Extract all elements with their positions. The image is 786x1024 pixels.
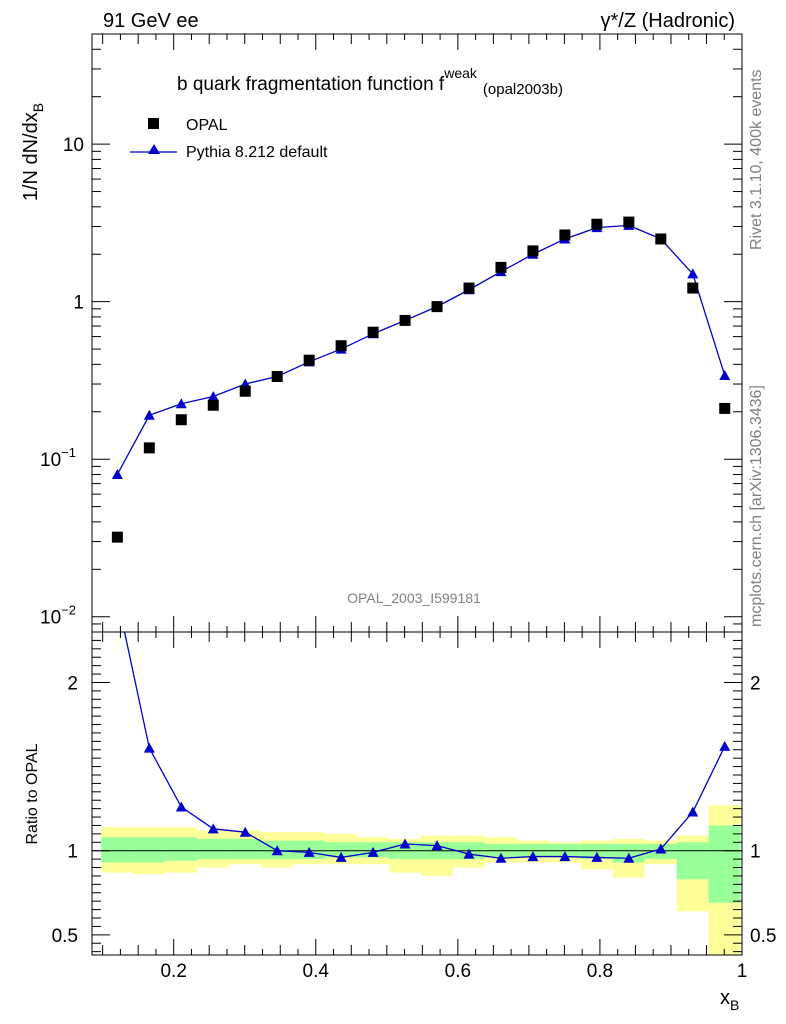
opal-point-13 [527, 245, 539, 257]
opal-point-4 [239, 385, 251, 397]
side-label-mcplots: mcplots.cern.ch [arXiv:1306.3436] [748, 385, 765, 627]
band-inner-1 [133, 837, 166, 863]
header-left: 91 GeV ee [103, 10, 199, 32]
opal-point-14 [559, 229, 571, 241]
pythia-point-0 [111, 468, 123, 479]
band-inner-2 [165, 837, 198, 861]
opal-point-6 [303, 354, 315, 366]
opal-point-18 [687, 282, 699, 294]
y-tick-label-ratio-1: 1 [67, 842, 78, 863]
band-inner-19 [708, 825, 741, 903]
ratio-point-15 [591, 851, 603, 862]
band-inner-15 [580, 843, 613, 860]
y-tick-label-ratio-0: 0.5 [52, 926, 78, 947]
band-inner-18 [676, 842, 709, 880]
ratio-point-19 [719, 740, 731, 751]
opal-point-17 [655, 233, 667, 245]
band-inner-4 [229, 838, 262, 860]
legend-opal-label: OPAL [186, 117, 228, 134]
ratio-point-17 [655, 843, 667, 854]
ratio-point-7 [335, 851, 347, 862]
main-series [111, 216, 731, 543]
y-tick-label-main-0: 10−2 [40, 603, 76, 629]
header-right: γ*/Z (Hadronic) [601, 10, 735, 32]
ratio-uncertainty-bands [101, 805, 741, 955]
x-tick-label: 0.4 [303, 961, 330, 982]
pythia-point-1 [143, 409, 155, 420]
band-inner-3 [197, 838, 230, 860]
opal-point-10 [431, 301, 443, 313]
opal-point-0 [111, 531, 123, 543]
main-ylabel: 1/N dN/dxB [20, 103, 46, 201]
opal-point-12 [495, 261, 507, 273]
x-tick-label: 0.8 [587, 961, 613, 982]
ratio-point-13 [527, 851, 539, 862]
ratio-point-1 [143, 742, 155, 753]
opal-point-9 [399, 314, 411, 326]
band-inner-0 [101, 837, 134, 863]
opal-point-11 [463, 282, 475, 294]
legend-opal-marker [148, 118, 159, 129]
opal-point-2 [175, 414, 187, 426]
ratio-point-3 [207, 823, 219, 834]
pythia-point-18 [687, 268, 699, 279]
y-tick-label-main-3: 10 [63, 135, 84, 156]
ratio-point-9 [399, 838, 411, 849]
main-title: b quark fragmentation function fweak(opa… [177, 65, 563, 98]
ratio-series [112, 593, 731, 863]
ratio-point-10 [431, 840, 443, 851]
ratio-point-6 [303, 846, 315, 857]
opal-point-7 [335, 340, 347, 352]
opal-point-19 [719, 402, 731, 414]
opal-point-8 [367, 326, 379, 338]
ratio-plot-frame [91, 631, 743, 956]
ratio-point-14 [559, 851, 571, 862]
opal-point-5 [271, 370, 283, 382]
y-tick-label-ratio-right-1: 1 [750, 842, 761, 863]
legend: OPAL Pythia 8.212 default [130, 117, 328, 161]
ratio-point-18 [687, 806, 699, 817]
opal-point-3 [207, 399, 219, 411]
y-tick-label-ratio-right-2: 2 [750, 673, 761, 694]
opal-point-16 [623, 216, 635, 228]
y-tick-label-ratio-2: 2 [67, 673, 78, 694]
x-tick-label: 0.6 [445, 961, 471, 982]
ratio-point-16 [623, 852, 635, 863]
y-tick-label-main-2: 1 [73, 293, 84, 314]
ratio-point-12 [495, 852, 507, 863]
pythia-line [116, 224, 726, 475]
y-tick-label-ratio-right-0: 0.5 [750, 926, 776, 947]
analysis-watermark: OPAL_2003_I599181 [347, 590, 481, 606]
ratio-point-11 [463, 848, 475, 859]
y-tick-label-main-1: 10−1 [40, 445, 76, 471]
pythia-point-2 [175, 398, 187, 409]
ratio-point-5 [271, 845, 283, 856]
ratio-point-8 [367, 846, 379, 857]
band-inner-7 [325, 842, 357, 858]
pythia-point-19 [719, 369, 731, 380]
x-tick-label: 1 [737, 961, 748, 982]
opal-point-1 [143, 442, 155, 454]
opal-point-15 [591, 218, 603, 230]
legend-pythia-marker [148, 144, 160, 154]
ratio-point-0 [112, 593, 123, 603]
ratio-point-2 [175, 801, 187, 812]
ratio-ylabel: Ratio to OPAL [24, 743, 41, 844]
x-tick-label: 0.2 [160, 961, 186, 982]
ratio-line [123, 632, 726, 859]
pythia-point-3 [207, 391, 219, 402]
side-label-rivet: Rivet 3.1.10, 400k events [748, 69, 765, 250]
ratio-point-4 [239, 826, 251, 837]
legend-pythia-label: Pythia 8.212 default [186, 144, 328, 161]
xlabel: xB [720, 987, 739, 1013]
